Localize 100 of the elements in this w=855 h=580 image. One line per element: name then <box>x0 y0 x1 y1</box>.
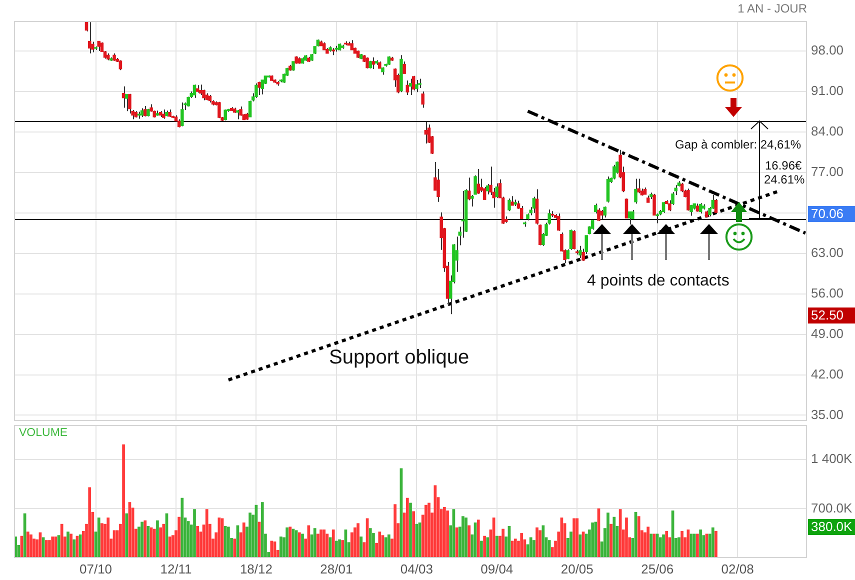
bar <box>224 526 227 558</box>
bar <box>665 530 668 558</box>
bar <box>60 524 64 558</box>
bar <box>532 540 536 558</box>
bar <box>486 537 490 558</box>
bar <box>576 518 579 558</box>
bar <box>529 537 532 558</box>
bar <box>510 540 514 558</box>
bar <box>354 527 356 558</box>
bar <box>70 534 73 558</box>
bar <box>378 532 382 558</box>
bar <box>711 527 714 558</box>
bar <box>462 516 464 558</box>
bar <box>26 532 30 558</box>
bar <box>536 527 538 558</box>
bar <box>341 540 344 558</box>
bar <box>152 528 156 558</box>
bar <box>193 509 196 558</box>
bar <box>714 530 718 558</box>
bar <box>409 502 412 558</box>
bar <box>227 526 230 558</box>
bar <box>316 534 320 558</box>
bar <box>468 525 471 558</box>
bar <box>692 534 696 558</box>
bar <box>122 444 125 558</box>
bar <box>140 522 144 558</box>
bar <box>298 532 301 558</box>
bar <box>443 507 446 558</box>
bar <box>464 518 468 558</box>
x-tick-label: 02/08 <box>721 561 754 576</box>
bar <box>650 534 653 558</box>
bar <box>156 520 159 558</box>
bar <box>125 513 128 558</box>
candlestick <box>254 82 258 98</box>
bar <box>495 536 498 558</box>
bar <box>662 534 665 558</box>
bar <box>260 502 264 558</box>
bar <box>54 536 58 558</box>
candlestick <box>131 110 134 120</box>
candlestick <box>239 106 242 116</box>
bar <box>696 534 699 558</box>
bar <box>162 524 166 558</box>
bar <box>168 536 172 558</box>
x-tick-label: 28/01 <box>320 561 353 576</box>
x-tick-label: 25/06 <box>641 561 674 576</box>
bar <box>106 518 110 558</box>
bar <box>180 498 184 558</box>
bar <box>44 540 48 558</box>
bar <box>332 530 335 558</box>
bar <box>307 525 310 558</box>
bar <box>678 537 680 558</box>
bar <box>78 534 82 558</box>
bar <box>66 532 70 558</box>
bar <box>618 509 622 558</box>
bar <box>394 504 396 558</box>
bar <box>72 539 76 558</box>
bar <box>294 530 298 558</box>
bar <box>322 530 326 558</box>
bar <box>502 528 504 558</box>
x-tick-label: 12/11 <box>160 561 192 576</box>
bar <box>97 518 100 558</box>
bar <box>335 540 338 558</box>
bar <box>356 523 360 558</box>
bar <box>279 536 282 558</box>
bar <box>248 512 252 558</box>
bar <box>646 526 650 558</box>
candlestick <box>180 102 184 127</box>
candlestick <box>192 84 196 98</box>
bar <box>368 528 372 558</box>
bar <box>186 521 190 558</box>
bar <box>286 527 289 558</box>
x-tick-label: 20/05 <box>560 561 594 576</box>
bar <box>424 504 428 558</box>
candlestick <box>128 93 132 114</box>
bar <box>288 526 292 558</box>
bar <box>301 534 304 558</box>
bar <box>514 538 517 558</box>
bar <box>233 538 236 558</box>
x-tick-label: 07/10 <box>79 561 112 576</box>
bar <box>178 516 181 558</box>
bar <box>572 518 576 558</box>
bar <box>242 522 246 558</box>
y-tick-label: 700.0K <box>811 500 853 516</box>
bar <box>412 511 416 558</box>
bar <box>100 523 104 558</box>
bar <box>480 540 483 558</box>
bar <box>606 512 610 558</box>
x-tick-label: 09/04 <box>480 561 514 576</box>
bar <box>360 536 363 558</box>
bar <box>144 520 147 558</box>
bar <box>88 487 92 558</box>
x-tick-label: 18/12 <box>240 561 272 576</box>
bar <box>32 538 36 558</box>
candlestick <box>258 81 261 96</box>
bar <box>483 536 486 558</box>
bar <box>196 526 200 558</box>
candlestick <box>260 79 264 95</box>
bar <box>338 539 341 558</box>
bar <box>476 520 480 558</box>
x-tick-label: 04/03 <box>400 561 433 576</box>
